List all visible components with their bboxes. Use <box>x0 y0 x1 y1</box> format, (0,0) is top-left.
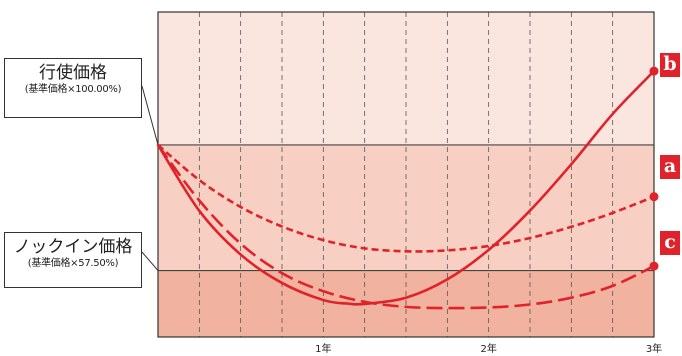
knock-in-leader-line <box>141 251 159 271</box>
series-a-end-marker <box>649 192 659 202</box>
series-c-badge: c <box>660 231 680 255</box>
series-group <box>156 66 659 310</box>
knock-in-callout: ノックイン価格 (基準価格×57.50%) <box>4 232 142 288</box>
series-b-line <box>156 69 656 306</box>
series-c-end-marker <box>649 261 659 271</box>
x-tick-label: 3年 <box>646 342 662 355</box>
x-tick-label: 1年 <box>315 342 331 355</box>
grid <box>198 12 614 337</box>
strike-label: 行使価格 <box>39 63 107 83</box>
knock-in-sublabel: (基準価格×57.50%) <box>27 258 119 269</box>
series-b-end-marker <box>649 66 659 76</box>
x-tick-label: 2年 <box>480 342 496 355</box>
strike-leader-line <box>141 85 159 146</box>
series-a-badge: a <box>660 155 680 179</box>
strike-callout: 行使価格 (基準価格×100.00%) <box>4 58 142 118</box>
x-axis-ticks: 1年 2年 3年 <box>315 342 662 355</box>
series-a-line <box>157 143 655 253</box>
series-c-line <box>156 144 655 310</box>
strike-sublabel: (基準価格×100.00%) <box>24 84 122 95</box>
series-b-badge: b <box>660 53 680 77</box>
plot-frame <box>157 11 655 338</box>
knock-in-label: ノックイン価格 <box>13 237 133 257</box>
